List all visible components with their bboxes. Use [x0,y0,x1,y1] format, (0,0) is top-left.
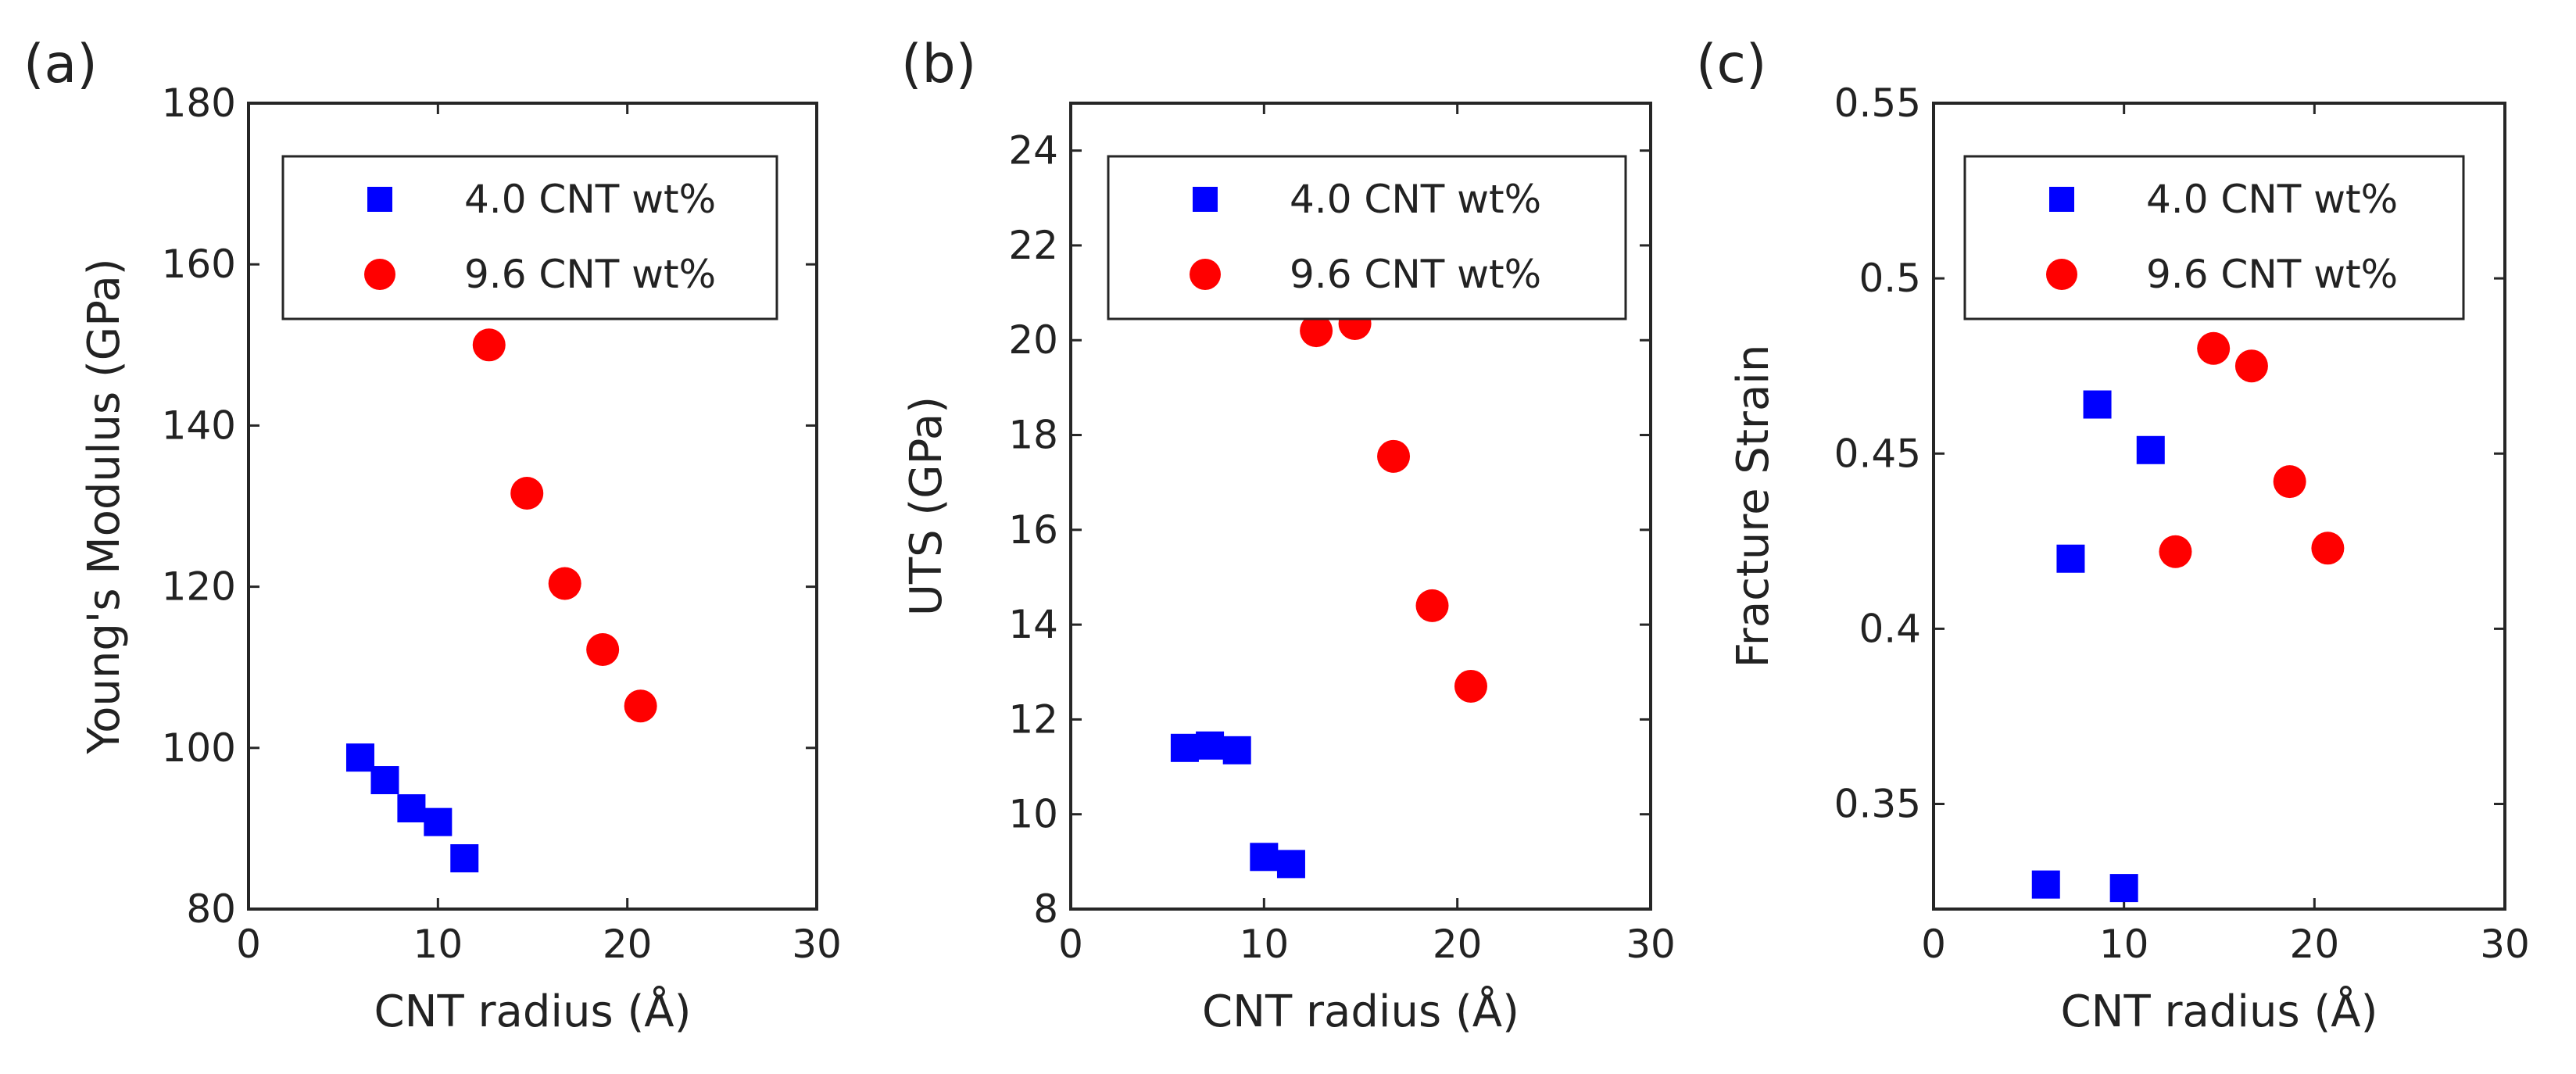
panel-b: (b) 0 10 20 30 8 10 12 14 16 18 20 22 24 CNT radius (Å… [901,34,1676,1037]
data-point-square [2109,874,2138,903]
legend-label: 9.6 CNT wt% [1290,252,1541,297]
legend-marker-square [1193,187,1218,212]
y-tick-label: 20 [1008,317,1058,363]
y-axis-label: Fracture Strain [1728,345,1779,668]
data-point-circle [624,689,657,723]
y-tick-label: 16 [1008,507,1058,553]
y-tick-label: 120 [162,564,236,610]
y-tick-label: 80 [186,886,236,932]
y-tick-label: 0.45 [1834,431,1921,476]
y-tick-label: 0.5 [1859,256,1921,301]
x-tick-label: 20 [2290,922,2340,967]
legend-label: 4.0 CNT wt% [464,177,716,222]
x-tick-label: 10 [1240,922,1290,967]
y-tick-label: 14 [1008,602,1058,647]
data-point-square [1250,843,1279,872]
legend: 4.0 CNT wt% 9.6 CNT wt% [1107,155,1627,320]
x-tick-label: 0 [1058,922,1083,967]
x-tick-label: 10 [2099,922,2149,967]
y-tick-label: 8 [1033,886,1058,932]
panel-label: (c) [1696,34,1766,95]
plot-frame [1069,102,1652,911]
data-point-circle [1454,669,1487,703]
y-tick-label: 0.4 [1859,606,1921,651]
y-tick-label: 0.35 [1834,782,1921,827]
data-point-circle [2234,349,2268,383]
panel-c: (c) 0 10 20 30 0.35 0.4 0.45 0.5 0.55 CNT radius (… [1696,34,2530,1037]
y-axis-label: Young's Modulus (GPa) [79,258,130,754]
x-tick-label: 30 [1626,922,1676,967]
data-point-square [1170,733,1199,762]
data-point-circle [2273,465,2306,499]
data-point-circle [2197,331,2231,365]
data-point-circle [548,567,581,600]
x-tick-label: 20 [1433,922,1483,967]
y-tick-label: 12 [1008,696,1058,742]
data-point-circle [586,633,620,667]
y-tick-label: 160 [162,242,236,287]
data-point-square [345,743,374,772]
data-point-square [2136,435,2165,464]
data-point-square [1276,850,1305,879]
data-point-square [2056,544,2085,573]
legend-label: 4.0 CNT wt% [1290,177,1541,222]
plot-frame [247,102,818,911]
data-point-square [1196,731,1225,760]
data-point-square [424,807,453,836]
legend-marker-square [367,187,392,212]
legend-marker-square [2049,187,2074,212]
legend-box [281,155,778,320]
y-tick-label: 140 [162,403,236,448]
y-tick-label: 0.55 [1834,81,1921,126]
y-axis-label: UTS (GPa) [901,396,952,616]
x-axis-label: CNT radius (Å) [2061,986,2378,1037]
x-tick-label: 30 [792,922,842,967]
data-point-circle [1377,439,1411,473]
y-tick-label: 18 [1008,413,1058,458]
panel-label: (a) [23,34,98,95]
data-point-circle [2159,535,2192,568]
data-point-square [1222,736,1251,764]
y-tick-label: 22 [1008,223,1058,268]
data-point-circle [1415,589,1449,622]
data-point-circle [1300,314,1333,348]
data-point-square [397,794,426,823]
data-point-square [450,844,479,873]
legend-marker-circle [364,259,395,290]
x-tick-label: 10 [413,922,463,967]
x-axis-label: CNT radius (Å) [374,986,692,1037]
legend-label: 9.6 CNT wt% [464,252,716,297]
legend-label: 9.6 CNT wt% [2146,252,2398,297]
legend: 4.0 CNT wt% 9.6 CNT wt% [281,155,778,320]
data-point-circle [472,328,506,362]
x-axis-label: CNT radius (Å) [1202,986,1519,1037]
legend-marker-circle [2046,259,2077,290]
legend-marker-circle [1190,259,1221,290]
legend-box [1963,155,2465,320]
x-tick-label: 20 [603,922,653,967]
data-point-circle [2311,532,2345,565]
x-tick-label: 30 [2480,922,2530,967]
data-point-circle [510,477,544,510]
legend: 4.0 CNT wt% 9.6 CNT wt% [1963,155,2465,320]
data-point-square [370,766,399,795]
x-tick-label: 0 [236,922,261,967]
y-tick-label: 24 [1008,128,1058,174]
plot-frame [1932,102,2506,911]
y-tick-label: 180 [162,81,236,126]
panel-a: (a) 0 10 20 30 80 100 120 140 160 180 CNT radius (Å… [23,34,842,1037]
x-tick-label: 0 [1921,922,1946,967]
legend-box [1107,155,1627,320]
y-tick-label: 10 [1008,792,1058,837]
panel-label: (b) [901,34,976,95]
data-point-square [2083,390,2112,419]
y-tick-label: 100 [162,725,236,771]
data-point-square [2031,870,2060,899]
legend-label: 4.0 CNT wt% [2146,177,2398,222]
